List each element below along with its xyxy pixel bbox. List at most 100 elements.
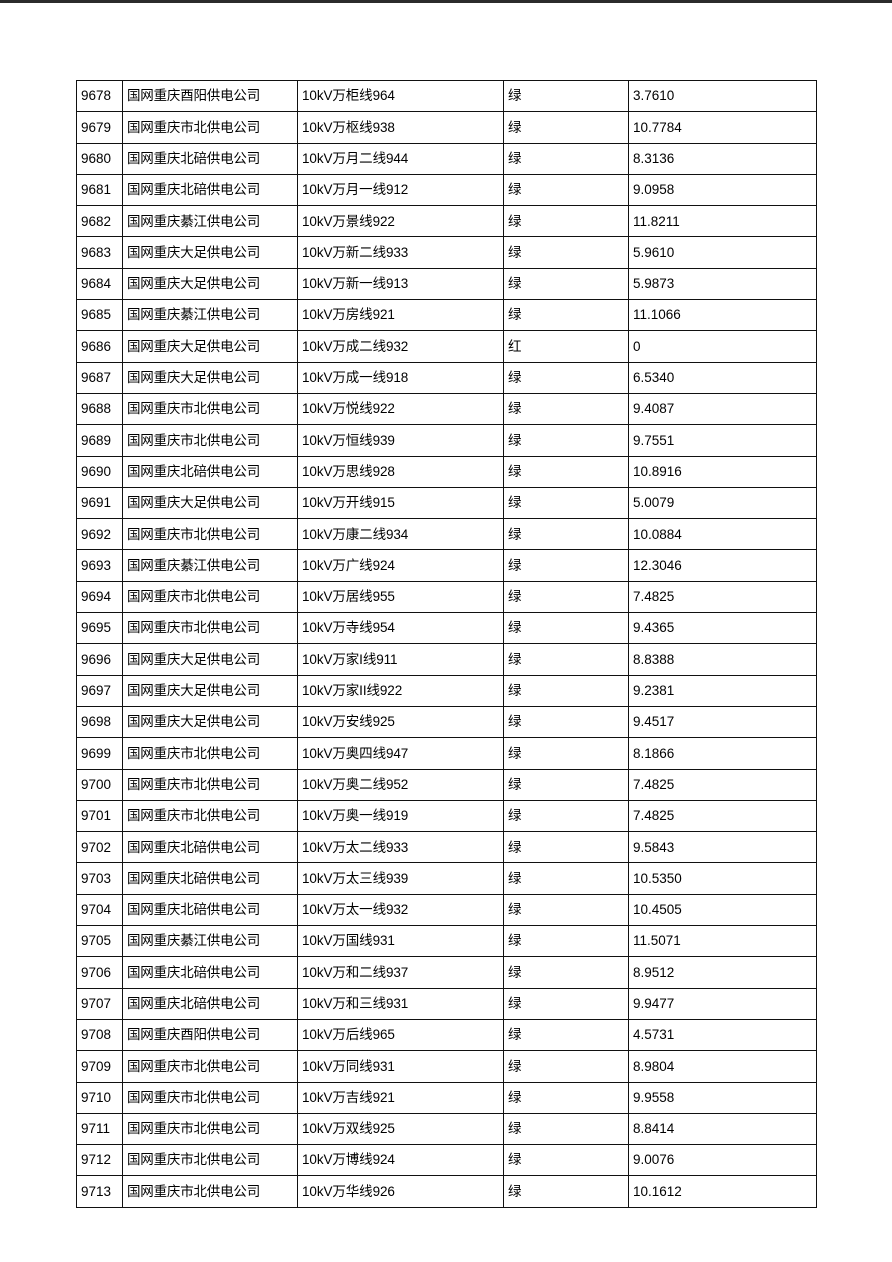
cell-power-supply-company: 国网重庆北碚供电公司 bbox=[122, 893, 298, 927]
cell-power-supply-company: 国网重庆市北供电公司 bbox=[122, 1050, 298, 1083]
cell-status-color: 绿 bbox=[503, 549, 629, 582]
cell-sequence-number: 9709 bbox=[76, 1050, 123, 1083]
cell-line-name: 10kV万月二线944 bbox=[297, 142, 504, 175]
table-row: 9688 国网重庆市北供电公司 10kV万悦线922 绿 9.4087 bbox=[76, 392, 817, 426]
cell-line-name: 10kV万博线924 bbox=[297, 1144, 504, 1177]
line-data-table: 9678 国网重庆酉阳供电公司 10kV万柜线964 绿 3.7610 9679 国网重庆市… bbox=[76, 79, 817, 1208]
table-row: 9706 国网重庆北碚供电公司 10kV万和二线937 绿 8.9512 bbox=[76, 956, 817, 989]
cell-measurement-value: 10.1612 bbox=[628, 1175, 817, 1208]
cell-line-name: 10kV万后线965 bbox=[297, 1018, 504, 1052]
cell-sequence-number: 9690 bbox=[76, 455, 123, 488]
cell-status-color: 绿 bbox=[503, 674, 629, 707]
cell-sequence-number: 9686 bbox=[76, 330, 123, 363]
cell-power-supply-company: 国网重庆市北供电公司 bbox=[122, 424, 298, 457]
cell-sequence-number: 9706 bbox=[76, 956, 123, 989]
cell-sequence-number: 9712 bbox=[76, 1144, 123, 1177]
cell-line-name: 10kV万悦线922 bbox=[297, 392, 504, 426]
table-row: 9709 国网重庆市北供电公司 10kV万同线931 绿 8.9804 bbox=[76, 1050, 817, 1083]
cell-sequence-number: 9713 bbox=[76, 1175, 123, 1208]
cell-power-supply-company: 国网重庆大足供电公司 bbox=[122, 330, 298, 363]
cell-measurement-value: 3.7610 bbox=[628, 79, 817, 113]
cell-status-color: 绿 bbox=[503, 486, 629, 520]
cell-status-color: 绿 bbox=[503, 705, 629, 739]
table-row: 9699 国网重庆市北供电公司 10kV万奥四线947 绿 8.1866 bbox=[76, 737, 817, 770]
cell-power-supply-company: 国网重庆市北供电公司 bbox=[122, 737, 298, 770]
cell-status-color: 绿 bbox=[503, 361, 629, 394]
cell-power-supply-company: 国网重庆市北供电公司 bbox=[122, 111, 298, 144]
cell-power-supply-company: 国网重庆北碚供电公司 bbox=[122, 142, 298, 175]
cell-line-name: 10kV万开线915 bbox=[297, 486, 504, 520]
cell-status-color: 绿 bbox=[503, 205, 629, 238]
cell-sequence-number: 9684 bbox=[76, 267, 123, 301]
table-row: 9695 国网重庆市北供电公司 10kV万寺线954 绿 9.4365 bbox=[76, 612, 817, 645]
cell-line-name: 10kV万景线922 bbox=[297, 205, 504, 238]
table-row: 9707 国网重庆北碚供电公司 10kV万和三线931 绿 9.9477 bbox=[76, 987, 817, 1020]
cell-measurement-value: 10.4505 bbox=[628, 893, 817, 927]
cell-power-supply-company: 国网重庆北碚供电公司 bbox=[122, 455, 298, 488]
cell-line-name: 10kV万奥二线952 bbox=[297, 768, 504, 801]
table-body: 9678 国网重庆酉阳供电公司 10kV万柜线964 绿 3.7610 9679 国网重庆市… bbox=[76, 79, 817, 1208]
cell-line-name: 10kV万和三线931 bbox=[297, 987, 504, 1020]
cell-measurement-value: 9.4517 bbox=[628, 705, 817, 739]
cell-measurement-value: 8.3136 bbox=[628, 142, 817, 175]
cell-sequence-number: 9708 bbox=[76, 1018, 123, 1052]
table-row: 9703 国网重庆北碚供电公司 10kV万太三线939 绿 10.5350 bbox=[76, 862, 817, 895]
cell-measurement-value: 8.9512 bbox=[628, 956, 817, 989]
cell-sequence-number: 9703 bbox=[76, 862, 123, 895]
table-row: 9683 国网重庆大足供电公司 10kV万新二线933 绿 5.9610 bbox=[76, 236, 817, 269]
cell-line-name: 10kV万枢线938 bbox=[297, 111, 504, 144]
cell-sequence-number: 9707 bbox=[76, 987, 123, 1020]
cell-sequence-number: 9679 bbox=[76, 111, 123, 144]
cell-line-name: 10kV万奥一线919 bbox=[297, 799, 504, 833]
table-row: 9701 国网重庆市北供电公司 10kV万奥一线919 绿 7.4825 bbox=[76, 799, 817, 833]
cell-power-supply-company: 国网重庆市北供电公司 bbox=[122, 1175, 298, 1208]
cell-line-name: 10kV万安线925 bbox=[297, 705, 504, 739]
table-row: 9704 国网重庆北碚供电公司 10kV万太一线932 绿 10.4505 bbox=[76, 893, 817, 927]
cell-sequence-number: 9702 bbox=[76, 831, 123, 864]
cell-line-name: 10kV万太三线939 bbox=[297, 862, 504, 895]
cell-power-supply-company: 国网重庆市北供电公司 bbox=[122, 1144, 298, 1177]
table-row: 9685 国网重庆綦江供电公司 10kV万房线921 绿 11.1066 bbox=[76, 299, 817, 332]
cell-status-color: 绿 bbox=[503, 1112, 629, 1146]
cell-sequence-number: 9678 bbox=[76, 79, 123, 113]
cell-measurement-value: 11.5071 bbox=[628, 925, 817, 958]
cell-power-supply-company: 国网重庆市北供电公司 bbox=[122, 518, 298, 551]
table-row: 9710 国网重庆市北供电公司 10kV万吉线921 绿 9.9558 bbox=[76, 1081, 817, 1114]
table-row: 9693 国网重庆綦江供电公司 10kV万广线924 绿 12.3046 bbox=[76, 549, 817, 582]
cell-measurement-value: 10.5350 bbox=[628, 862, 817, 895]
cell-measurement-value: 10.0884 bbox=[628, 518, 817, 551]
cell-power-supply-company: 国网重庆市北供电公司 bbox=[122, 799, 298, 833]
cell-status-color: 绿 bbox=[503, 111, 629, 144]
table-row: 9712 国网重庆市北供电公司 10kV万博线924 绿 9.0076 bbox=[76, 1144, 817, 1177]
cell-power-supply-company: 国网重庆酉阳供电公司 bbox=[122, 79, 298, 113]
cell-line-name: 10kV万吉线921 bbox=[297, 1081, 504, 1114]
cell-power-supply-company: 国网重庆酉阳供电公司 bbox=[122, 1018, 298, 1052]
cell-measurement-value: 10.7784 bbox=[628, 111, 817, 144]
cell-power-supply-company: 国网重庆綦江供电公司 bbox=[122, 299, 298, 332]
cell-line-name: 10kV万广线924 bbox=[297, 549, 504, 582]
cell-power-supply-company: 国网重庆大足供电公司 bbox=[122, 236, 298, 269]
page-top-rule bbox=[0, 0, 892, 3]
cell-line-name: 10kV万和二线937 bbox=[297, 956, 504, 989]
table-row: 9686 国网重庆大足供电公司 10kV万成二线932 红 0 bbox=[76, 330, 817, 363]
cell-sequence-number: 9682 bbox=[76, 205, 123, 238]
cell-line-name: 10kV万家I线911 bbox=[297, 643, 504, 676]
cell-line-name: 10kV万康二线934 bbox=[297, 518, 504, 551]
cell-power-supply-company: 国网重庆北碚供电公司 bbox=[122, 173, 298, 207]
cell-measurement-value: 9.9477 bbox=[628, 987, 817, 1020]
cell-line-name: 10kV万太二线933 bbox=[297, 831, 504, 864]
cell-power-supply-company: 国网重庆市北供电公司 bbox=[122, 1081, 298, 1114]
cell-sequence-number: 9697 bbox=[76, 674, 123, 707]
cell-measurement-value: 8.9804 bbox=[628, 1050, 817, 1083]
cell-measurement-value: 5.9873 bbox=[628, 267, 817, 301]
cell-sequence-number: 9694 bbox=[76, 580, 123, 614]
cell-line-name: 10kV万国线931 bbox=[297, 925, 504, 958]
cell-power-supply-company: 国网重庆大足供电公司 bbox=[122, 267, 298, 301]
cell-status-color: 绿 bbox=[503, 612, 629, 645]
cell-power-supply-company: 国网重庆市北供电公司 bbox=[122, 768, 298, 801]
table-row: 9692 国网重庆市北供电公司 10kV万康二线934 绿 10.0884 bbox=[76, 518, 817, 551]
table-row: 9678 国网重庆酉阳供电公司 10kV万柜线964 绿 3.7610 bbox=[76, 79, 817, 113]
cell-measurement-value: 9.0076 bbox=[628, 1144, 817, 1177]
cell-sequence-number: 9683 bbox=[76, 236, 123, 269]
